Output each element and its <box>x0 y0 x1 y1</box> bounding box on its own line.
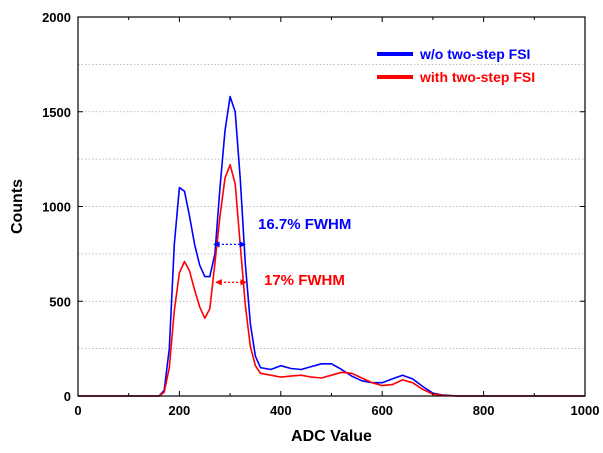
x-tick-label: 200 <box>169 403 191 418</box>
series-layer <box>78 95 585 397</box>
y-tick-label: 500 <box>49 294 71 309</box>
series-line-0 <box>78 95 585 397</box>
x-tick-label: 1000 <box>571 403 600 418</box>
x-axis-label: ADC Value <box>291 428 372 445</box>
x-tick-label: 400 <box>270 403 292 418</box>
y-tick-label: 1500 <box>42 105 71 120</box>
y-tick-label: 0 <box>64 389 71 404</box>
annotations: 16.7% FWHM 17% FWHM <box>213 216 351 289</box>
fwhm-label-0: 16.7% FWHM <box>258 216 351 233</box>
series-line-1 <box>78 164 585 397</box>
fwhm-label-1: 17% FWHM <box>264 272 345 289</box>
x-tick-label: 800 <box>473 403 495 418</box>
x-tick-label: 600 <box>371 403 393 418</box>
ticks: 0 200 400 600 800 1000 0 500 1000 1500 2000 <box>42 10 599 418</box>
legend: w/o two-step FSI with two-step FSI <box>377 46 535 85</box>
x-tick-label: 0 <box>74 403 81 418</box>
legend-label-1: with two-step FSI <box>419 69 535 85</box>
y-axis-label: Counts <box>9 179 26 234</box>
y-tick-label: 2000 <box>42 10 71 25</box>
gridlines <box>78 64 585 349</box>
y-tick-label: 1000 <box>42 200 71 215</box>
legend-label-0: w/o two-step FSI <box>419 46 530 62</box>
